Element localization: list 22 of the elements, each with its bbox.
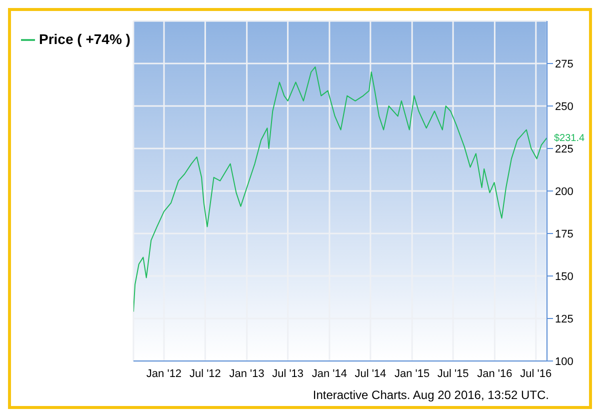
y-tick-label: 150 <box>555 270 574 283</box>
legend-label: Price ( +74% ) <box>39 31 130 47</box>
y-tick-label: 250 <box>555 100 574 113</box>
y-tick-label: 200 <box>555 186 574 198</box>
y-tick-label: 100 <box>555 356 574 368</box>
x-tick-label: Jan '15 <box>394 368 430 380</box>
x-tick-label: Jan '12 <box>146 368 182 380</box>
y-tick-label: 275 <box>555 58 574 70</box>
annotation: $231.4 <box>554 133 586 144</box>
y-tick-label: 175 <box>555 228 574 240</box>
x-tick-label: Jul '12 <box>189 368 221 380</box>
x-tick-label: Jul '16 <box>520 368 552 380</box>
x-tick-label: Jul '15 <box>437 368 469 380</box>
line-series <box>133 66 547 312</box>
text: Interactive Charts. Aug 20 2016, 13:52 UTC. <box>312 388 549 402</box>
x-tick-label: Jul '14 <box>354 368 386 380</box>
x-tick-label: Jan '13 <box>229 368 264 380</box>
x-tick-label: Jan '14 <box>312 368 348 380</box>
y-tick-label: 225 <box>555 143 574 156</box>
x-tick-label: Jan '16 <box>477 368 512 380</box>
y-tick-label: 125 <box>555 313 574 326</box>
x-tick-label: Jul '13 <box>272 368 304 380</box>
